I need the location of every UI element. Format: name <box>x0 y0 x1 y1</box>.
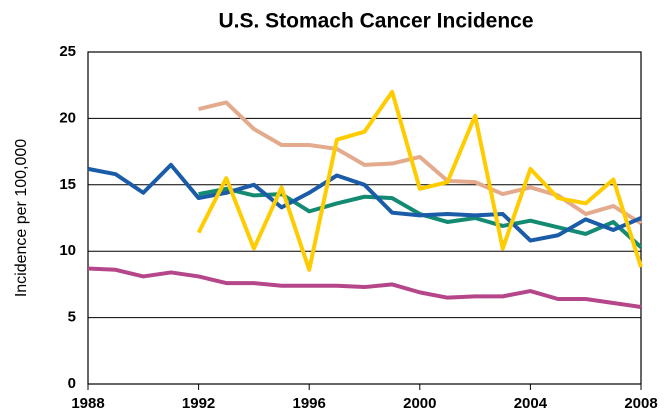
y-tick-label: 10 <box>59 242 76 259</box>
y-tick-label: 5 <box>68 309 76 326</box>
x-tick-label: 1996 <box>293 395 326 412</box>
x-tick-label: 1988 <box>71 395 104 412</box>
x-tick-label: 2000 <box>403 395 436 412</box>
series-line <box>87 266 642 309</box>
y-axis-label: Incidence per 100,000 <box>13 139 30 297</box>
chart-title: U.S. Stomach Cancer Incidence <box>218 10 533 33</box>
series-line <box>198 100 643 226</box>
y-tick-label: 15 <box>59 176 76 193</box>
y-tick-label: 0 <box>68 375 76 392</box>
series-line <box>87 162 642 243</box>
plot-frame <box>87 51 642 385</box>
x-tick-label: 2004 <box>514 395 548 412</box>
y-tick-label: 25 <box>59 43 76 60</box>
y-tick-label: 20 <box>59 109 76 126</box>
x-tick-label: 1992 <box>182 395 215 412</box>
series-line <box>198 186 643 249</box>
x-tick-label: 2008 <box>624 395 657 412</box>
series-line <box>196 89 643 272</box>
